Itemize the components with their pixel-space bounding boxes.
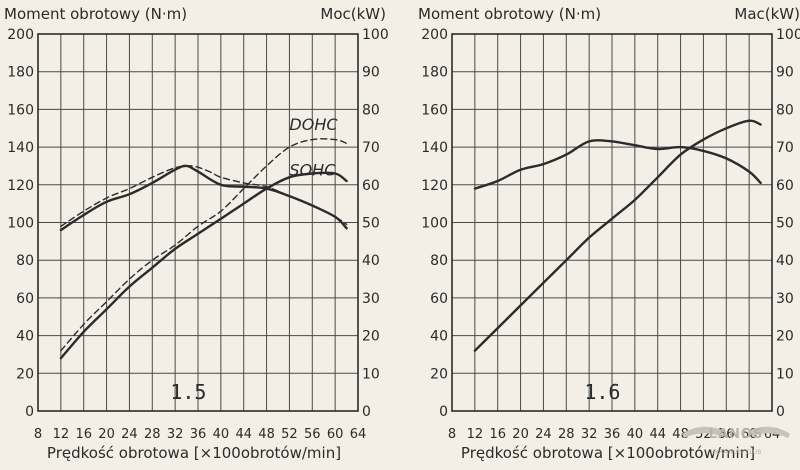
x-tick-label: 12 bbox=[53, 427, 70, 442]
y-right-tick-label: 40 bbox=[776, 253, 794, 269]
y-left-tick-label: 60 bbox=[430, 291, 448, 307]
x-tick-label: 12 bbox=[467, 427, 484, 442]
y-right-tick-label: 20 bbox=[776, 329, 794, 345]
watermark-brand: LANOS bbox=[709, 427, 764, 442]
y-left-tick-label: 200 bbox=[421, 27, 448, 43]
y-right-tick-label: 50 bbox=[362, 216, 380, 232]
y-axis-left-label: Moment obrotowy (N·m) bbox=[418, 5, 601, 23]
y-right-tick-label: 10 bbox=[362, 366, 380, 382]
y-axis-right-label: Moc(kW) bbox=[320, 5, 386, 23]
y-left-tick-label: 180 bbox=[421, 65, 448, 81]
y-right-tick-label: 70 bbox=[362, 140, 380, 156]
y-right-tick-label: 80 bbox=[362, 102, 380, 118]
y-left-tick-label: 0 bbox=[25, 404, 34, 420]
y-left-tick-label: 40 bbox=[16, 329, 34, 345]
y-left-tick-label: 180 bbox=[7, 65, 34, 81]
y-left-tick-label: 100 bbox=[7, 216, 34, 232]
x-tick-label: 24 bbox=[121, 427, 138, 442]
x-tick-label: 40 bbox=[213, 427, 230, 442]
y-left-tick-label: 60 bbox=[16, 291, 34, 307]
curve-label: DOHC bbox=[289, 115, 338, 134]
x-tick-label: 36 bbox=[604, 427, 621, 442]
y-left-tick-label: 0 bbox=[439, 404, 448, 420]
y-axis-left-label: Moment obrotowy (N·m) bbox=[4, 5, 187, 23]
y-left-tick-label: 120 bbox=[7, 178, 34, 194]
y-left-tick-label: 80 bbox=[16, 253, 34, 269]
y-left-tick-label: 40 bbox=[430, 329, 448, 345]
y-right-tick-label: 90 bbox=[776, 65, 794, 81]
x-tick-label: 20 bbox=[98, 427, 115, 442]
y-right-tick-label: 70 bbox=[776, 140, 794, 156]
x-tick-label: 16 bbox=[489, 427, 506, 442]
y-right-tick-label: 60 bbox=[776, 178, 794, 194]
x-tick-label: 20 bbox=[512, 427, 529, 442]
x-tick-label: 44 bbox=[235, 427, 252, 442]
y-right-tick-label: 10 bbox=[776, 366, 794, 382]
y-axis-right-label: Mac(kW) bbox=[734, 5, 800, 23]
y-left-tick-label: 140 bbox=[7, 140, 34, 156]
x-tick-label: 8 bbox=[448, 427, 456, 442]
x-tick-label: 36 bbox=[190, 427, 207, 442]
y-left-tick-label: 80 bbox=[430, 253, 448, 269]
x-axis-label: Prędkość obrotowa [×100obrotów/min] bbox=[47, 444, 341, 462]
y-right-tick-label: 60 bbox=[362, 178, 380, 194]
x-tick-label: 48 bbox=[258, 427, 275, 442]
y-left-tick-label: 160 bbox=[7, 102, 34, 118]
chart-stamp: 1.6 bbox=[584, 380, 620, 404]
chart-2: Moment obrotowy (N·m) Mac(kW) 0 20 40 60 80 100… bbox=[418, 5, 800, 462]
y-left-tick-label: 20 bbox=[16, 366, 34, 382]
curve-label: SOHC bbox=[289, 160, 336, 179]
y-right-tick-label: 80 bbox=[776, 102, 794, 118]
x-tick-label: 32 bbox=[581, 427, 598, 442]
x-tick-label: 8 bbox=[34, 427, 42, 442]
x-tick-label: 28 bbox=[558, 427, 575, 442]
y-right-tick-label: 30 bbox=[362, 291, 380, 307]
x-tick-label: 16 bbox=[75, 427, 92, 442]
y-right-tick-label: 90 bbox=[362, 65, 380, 81]
x-tick-label: 28 bbox=[144, 427, 161, 442]
y-right-tick-label: 100 bbox=[776, 27, 800, 43]
x-tick-label: 56 bbox=[304, 427, 321, 442]
y-left-tick-label: 200 bbox=[7, 27, 34, 43]
watermark-sub: UKRAINIAN CLUB bbox=[711, 449, 762, 456]
x-tick-label: 52 bbox=[281, 427, 298, 442]
x-tick-label: 40 bbox=[627, 427, 644, 442]
y-right-tick-label: 0 bbox=[362, 404, 371, 420]
y-left-tick-label: 120 bbox=[421, 178, 448, 194]
y-right-tick-label: 20 bbox=[362, 329, 380, 345]
y-left-tick-label: 100 bbox=[421, 216, 448, 232]
y-right-tick-label: 40 bbox=[362, 253, 380, 269]
y-right-tick-label: 30 bbox=[776, 291, 794, 307]
x-tick-label: 32 bbox=[167, 427, 184, 442]
x-tick-label: 44 bbox=[649, 427, 666, 442]
y-right-tick-label: 50 bbox=[776, 216, 794, 232]
y-left-tick-label: 20 bbox=[430, 366, 448, 382]
winged-logo-icon: LANOS UKRAINIAN CLUB bbox=[680, 416, 792, 462]
x-tick-label: 60 bbox=[327, 427, 344, 442]
x-tick-label: 64 bbox=[350, 427, 367, 442]
chart-stamp: 1.5 bbox=[170, 380, 206, 404]
x-tick-label: 24 bbox=[535, 427, 552, 442]
y-right-tick-label: 100 bbox=[362, 27, 389, 43]
watermark: LANOS UKRAINIAN CLUB bbox=[680, 416, 792, 462]
y-left-tick-label: 160 bbox=[421, 102, 448, 118]
y-left-tick-label: 140 bbox=[421, 140, 448, 156]
chart-1: Moment obrotowy (N·m)Moc(kW)020406080100… bbox=[4, 5, 389, 462]
